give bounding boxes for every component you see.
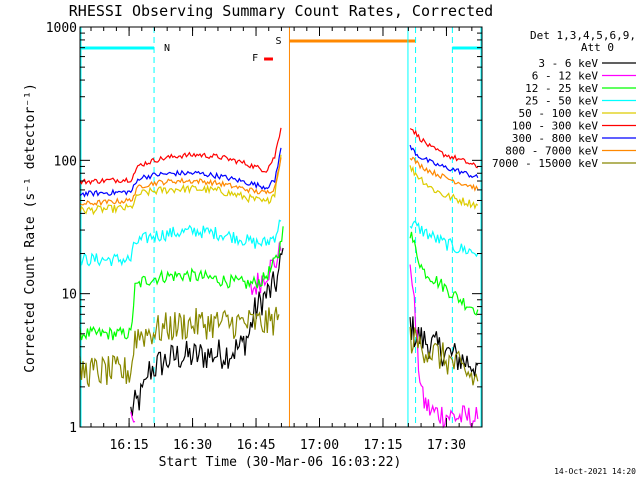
x-tick-label: 16:15: [110, 438, 149, 453]
x-axis-label: Start Time (30-Mar-06 16:03:22): [159, 455, 402, 470]
series-line-7-0: [79, 157, 282, 207]
series-line-5-1: [409, 128, 478, 169]
chart-title: RHESSI Observing Summary Count Rates, Co…: [69, 2, 493, 20]
series-line-1-0: [130, 411, 136, 423]
y-axis: 1 10 100 1000: [46, 21, 482, 436]
series-line-6-1: [409, 144, 479, 179]
x-tick-label: 17:30: [427, 438, 466, 453]
legend-title-line-1: Det 1,3,4,5,6,9,: [530, 29, 636, 42]
legend-entry-label: 6 - 12 keV: [532, 70, 599, 83]
y-tick-label: 1: [69, 421, 77, 436]
series-line-2-1: [409, 231, 479, 316]
series-line-5-0: [79, 127, 282, 186]
saa-label: S: [275, 36, 281, 47]
legend-entry-label: 100 - 300 keV: [512, 120, 598, 133]
flare-label: F: [252, 53, 258, 64]
plot-area: N S F 1 10 100 1000 16:15 16:30 16:45 17:00 17:15…: [46, 21, 483, 453]
night-label: N: [164, 43, 170, 54]
series-line-1-2: [409, 264, 479, 429]
series-line-4-0: [79, 154, 282, 216]
series-line-6-0: [79, 147, 282, 198]
x-tick-label: 17:15: [363, 438, 402, 453]
legend-entry-label: 800 - 7000 keV: [505, 145, 598, 158]
series-line-7-1: [409, 156, 479, 192]
legend-entry-label: 12 - 25 keV: [525, 82, 598, 95]
legend-entry-label: 3 - 6 keV: [538, 57, 598, 70]
legend-entry-label: 25 - 50 keV: [525, 95, 598, 108]
series-line-1-1: [248, 242, 282, 295]
y-tick-label: 1000: [46, 21, 77, 36]
legend-entry-label: 7000 - 15000 keV: [492, 157, 598, 170]
series-line-0-1: [409, 316, 479, 377]
x-axis: 16:15 16:30 16:45 17:00 17:15 17:30: [90, 27, 473, 453]
series-line-8-0: [79, 306, 280, 387]
series-line-8-1: [409, 326, 479, 386]
series-line-2-0: [79, 226, 284, 341]
series-line-4-1: [409, 165, 479, 210]
footer-timestamp: 14-Oct-2021 14:20: [554, 467, 636, 476]
series-group: [79, 127, 479, 429]
y-tick-label: 100: [54, 154, 77, 169]
series-line-3-0: [79, 219, 282, 267]
y-axis-label: Corrected Count Rate (s⁻¹ detector⁻¹): [23, 83, 38, 373]
x-tick-label: 16:45: [236, 438, 275, 453]
legend-entry-label: 300 - 800 keV: [512, 132, 598, 145]
x-tick-label: 17:00: [300, 438, 339, 453]
legend-entry-label: 50 - 100 keV: [519, 107, 599, 120]
legend-title-line-2: Att 0: [581, 41, 614, 54]
x-tick-label: 16:30: [173, 438, 212, 453]
y-tick-label: 10: [61, 288, 77, 303]
series-line-3-1: [409, 220, 479, 258]
series-line-0-0: [130, 247, 284, 417]
